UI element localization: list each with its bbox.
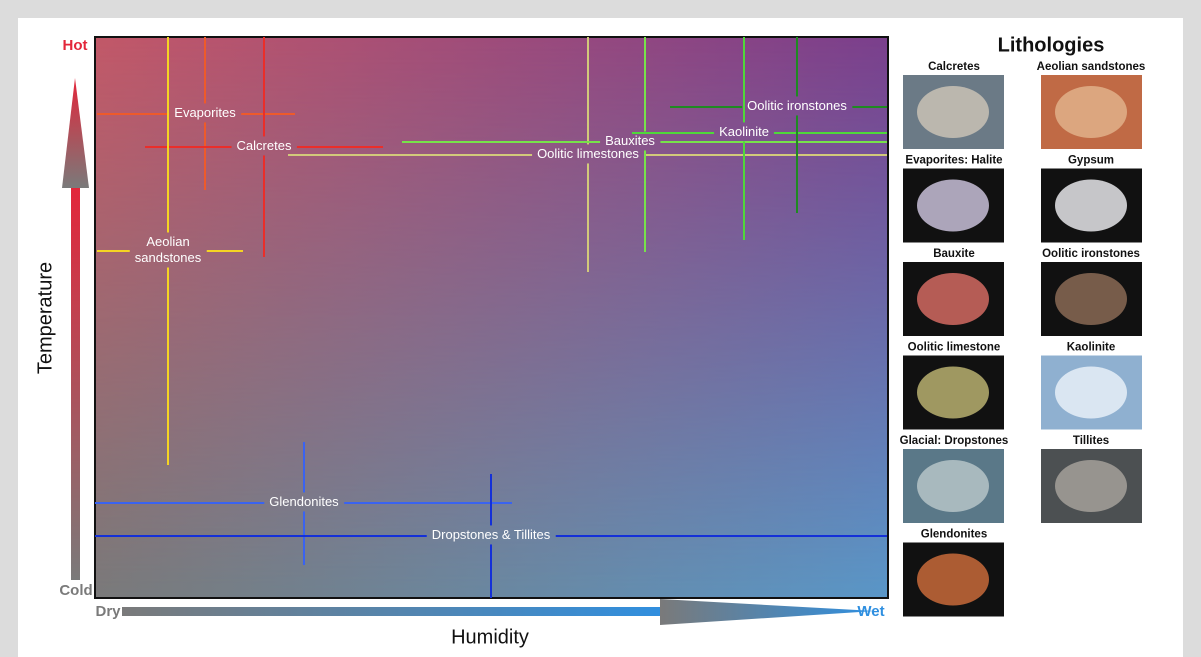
zone-label-line: Aeolian xyxy=(146,234,189,249)
lithology-specimen xyxy=(1055,86,1127,138)
zone-label: Kaolinite xyxy=(719,124,769,139)
lithology-caption: Oolitic limestone xyxy=(908,342,1001,354)
lithology-caption: Tillites xyxy=(1073,435,1109,447)
lithology-caption: Aeolian sandstones xyxy=(1037,61,1146,73)
lithology-caption: Evaporites: Halite xyxy=(905,155,1002,167)
lithology-specimen xyxy=(1055,273,1127,325)
zone-label: Oolitic ironstones xyxy=(747,98,847,113)
lithology-specimen xyxy=(917,273,989,325)
lithology-specimen xyxy=(1055,180,1127,232)
lithology-specimen xyxy=(917,180,989,232)
zone-label: Calcretes xyxy=(237,138,292,153)
lithology-caption: Glacial: Dropstones xyxy=(900,435,1009,447)
zone-label-line: Glendonites xyxy=(269,494,339,509)
lithology-caption: Oolitic ironstones xyxy=(1042,248,1140,260)
y-arrow-shaft xyxy=(71,186,80,580)
lithology-specimen xyxy=(917,86,989,138)
zone-label: Oolitic limestones xyxy=(537,146,639,161)
zone-label: Evaporites xyxy=(174,105,236,120)
zone-label: Dropstones & Tillites xyxy=(432,527,551,542)
lithology-specimen xyxy=(917,367,989,419)
zone-label-line: Oolitic ironstones xyxy=(747,98,847,113)
x-arrow-shaft xyxy=(122,607,670,616)
lithology-specimen xyxy=(1055,367,1127,419)
zone-label-line: Dropstones & Tillites xyxy=(432,527,551,542)
y-axis-title: Temperature xyxy=(34,262,56,374)
x-axis-right: Wet xyxy=(857,603,884,620)
lithology-specimen xyxy=(917,554,989,606)
lithology-caption: Gypsum xyxy=(1068,155,1114,167)
lithology-caption: Glendonites xyxy=(921,529,987,541)
zone-label: Glendonites xyxy=(269,494,339,509)
lithology-specimen xyxy=(917,460,989,512)
lithology-caption: Kaolinite xyxy=(1067,342,1116,354)
lithology-specimen xyxy=(1055,460,1127,512)
zone-label-line: sandstones xyxy=(135,250,202,265)
x-axis-title: Humidity xyxy=(451,626,529,648)
lithology-caption: Calcretes xyxy=(928,61,980,73)
zone-label-line: Calcretes xyxy=(237,138,292,153)
y-axis-top: Hot xyxy=(63,37,88,54)
zone-label: Bauxites xyxy=(605,133,655,148)
zone-label-line: Bauxites xyxy=(605,133,655,148)
y-axis-bottom: Cold xyxy=(59,582,92,599)
diagram: Evaporites Calcretes Aeoliansandstones Ooli… xyxy=(0,0,1201,657)
zone-label-line: Oolitic limestones xyxy=(537,146,639,161)
x-axis-left: Dry xyxy=(95,603,121,620)
lithology-caption: Bauxite xyxy=(933,248,975,260)
zone-label-line: Kaolinite xyxy=(719,124,769,139)
lithologies-title: Lithologies xyxy=(998,34,1105,56)
zone-label-line: Evaporites xyxy=(174,105,236,120)
